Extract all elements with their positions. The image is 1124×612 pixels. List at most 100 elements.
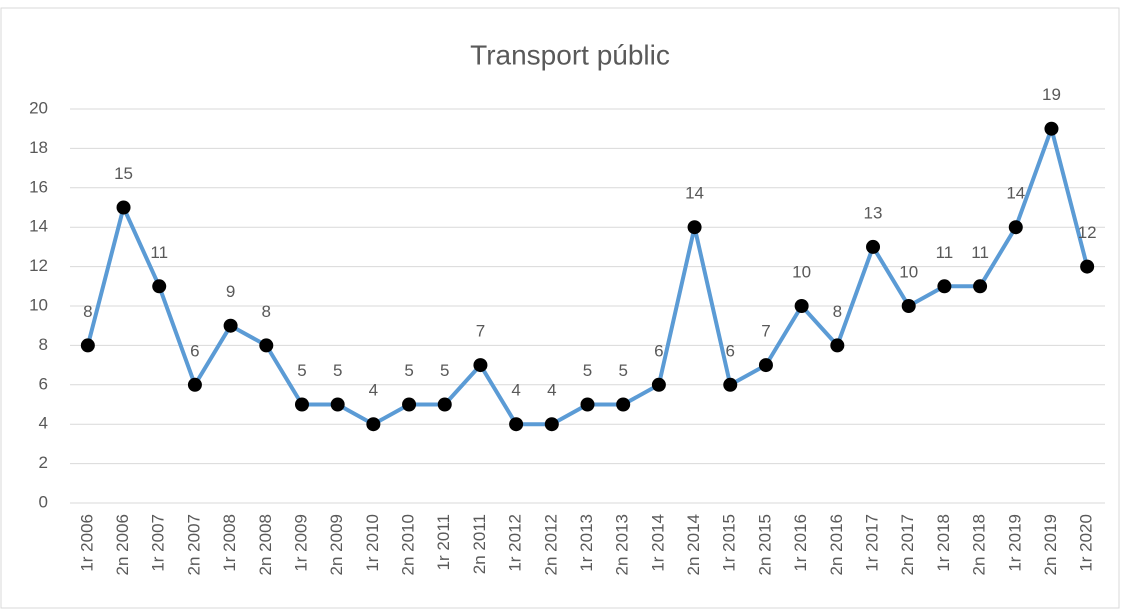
data-label: 5: [583, 361, 592, 380]
x-tick-label: 1r 2015: [720, 514, 739, 572]
x-tick-label: 1r 2017: [863, 514, 882, 572]
data-label: 11: [936, 243, 954, 262]
data-label: 6: [726, 341, 735, 360]
x-tick-label: 1r 2011: [434, 514, 453, 570]
data-label: 14: [1006, 184, 1025, 203]
data-point: [366, 417, 381, 432]
data-point: [580, 397, 595, 412]
data-point: [687, 220, 702, 235]
data-label: 11: [150, 243, 168, 262]
data-label: 5: [333, 361, 342, 380]
data-point: [80, 338, 95, 353]
data-label: 4: [547, 381, 556, 400]
y-tick-label: 0: [39, 492, 48, 511]
data-point: [473, 358, 488, 373]
x-tick-label: 2n 2009: [327, 514, 346, 575]
data-point: [651, 377, 666, 392]
y-tick-label: 16: [29, 177, 48, 196]
data-label: 5: [440, 361, 449, 380]
data-point: [866, 239, 881, 254]
y-tick-label: 12: [29, 256, 48, 275]
data-point: [402, 397, 417, 412]
x-tick-label: 1r 2014: [648, 514, 667, 572]
x-tick-label: 2n 2013: [613, 514, 632, 575]
data-point: [544, 417, 559, 432]
data-label: 5: [404, 361, 413, 380]
data-point: [187, 377, 202, 392]
data-point: [758, 358, 773, 373]
data-point: [794, 299, 809, 313]
data-point: [1008, 220, 1023, 235]
data-label: 7: [476, 322, 485, 341]
data-label: 7: [761, 322, 770, 341]
chart-border: [0, 7, 1120, 609]
chart-title: Transport públic: [470, 39, 670, 70]
data-point: [259, 338, 274, 353]
data-label: 12: [1078, 223, 1097, 242]
data-label: 4: [369, 381, 378, 400]
x-tick-label: 1r 2006: [77, 514, 96, 572]
x-tick-label: 2n 2010: [399, 514, 418, 575]
data-point: [509, 417, 524, 432]
data-label: 5: [618, 361, 627, 380]
x-tick-label: 1r 2020: [1077, 514, 1096, 572]
x-tick-label: 2n 2014: [684, 514, 703, 575]
data-point: [937, 279, 952, 294]
x-tick-label: 2n 2018: [970, 514, 989, 575]
y-tick-label: 2: [39, 453, 48, 472]
x-tick-label: 2n 2015: [755, 514, 774, 575]
data-label: 11: [971, 243, 989, 262]
x-tick-label: 1r 2008: [220, 514, 239, 572]
y-tick-label: 14: [29, 217, 48, 236]
data-point: [901, 299, 916, 313]
y-tick-label: 4: [39, 414, 48, 433]
data-point: [116, 200, 131, 215]
data-label: 13: [864, 203, 883, 222]
data-label: 8: [262, 302, 271, 321]
x-tick-label: 1r 2007: [149, 514, 168, 572]
x-tick-label: 2n 2007: [184, 514, 203, 575]
x-tick-label: 2n 2006: [113, 514, 132, 575]
x-tick-label: 1r 2012: [506, 514, 525, 572]
x-tick-label: 2n 2012: [541, 514, 560, 575]
y-tick-label: 10: [29, 295, 48, 314]
data-point: [616, 397, 631, 412]
x-tick-label: 2n 2017: [898, 514, 917, 575]
x-tick-label: 2n 2008: [256, 514, 275, 575]
x-tick-label: 1r 2016: [791, 514, 810, 572]
x-tick-label: 2n 2016: [827, 514, 846, 575]
data-label: 6: [190, 341, 199, 360]
x-tick-label: 1r 2018: [934, 514, 953, 572]
y-tick-label: 6: [39, 374, 48, 393]
data-label: 14: [685, 184, 704, 203]
data-point: [830, 338, 845, 353]
x-tick-label: 2n 2011: [470, 514, 489, 574]
data-label: 8: [83, 302, 92, 321]
data-point: [152, 279, 167, 294]
data-point: [330, 397, 345, 412]
data-label: 4: [511, 381, 520, 400]
x-tick-label: 1r 2009: [291, 514, 310, 572]
data-label: 10: [792, 262, 811, 281]
data-point: [723, 377, 738, 392]
y-tick-label: 20: [29, 98, 48, 117]
data-point: [437, 397, 452, 412]
y-tick-label: 18: [29, 138, 48, 157]
y-tick-label: 8: [39, 335, 48, 354]
data-label: 10: [899, 262, 918, 281]
data-point: [1080, 259, 1095, 274]
x-tick-label: 1r 2010: [363, 514, 382, 572]
x-tick-label: 1r 2013: [577, 514, 596, 572]
data-label: 15: [114, 164, 133, 183]
data-label: 6: [654, 341, 663, 360]
data-label: 8: [833, 302, 842, 321]
x-tick-label: 2n 2019: [1041, 514, 1060, 575]
data-point: [294, 397, 309, 412]
data-point: [973, 279, 988, 294]
data-point: [1044, 121, 1059, 136]
data-point: [223, 318, 238, 333]
data-label: 19: [1042, 85, 1061, 104]
data-label: 9: [226, 282, 235, 301]
data-label: 5: [297, 361, 306, 380]
